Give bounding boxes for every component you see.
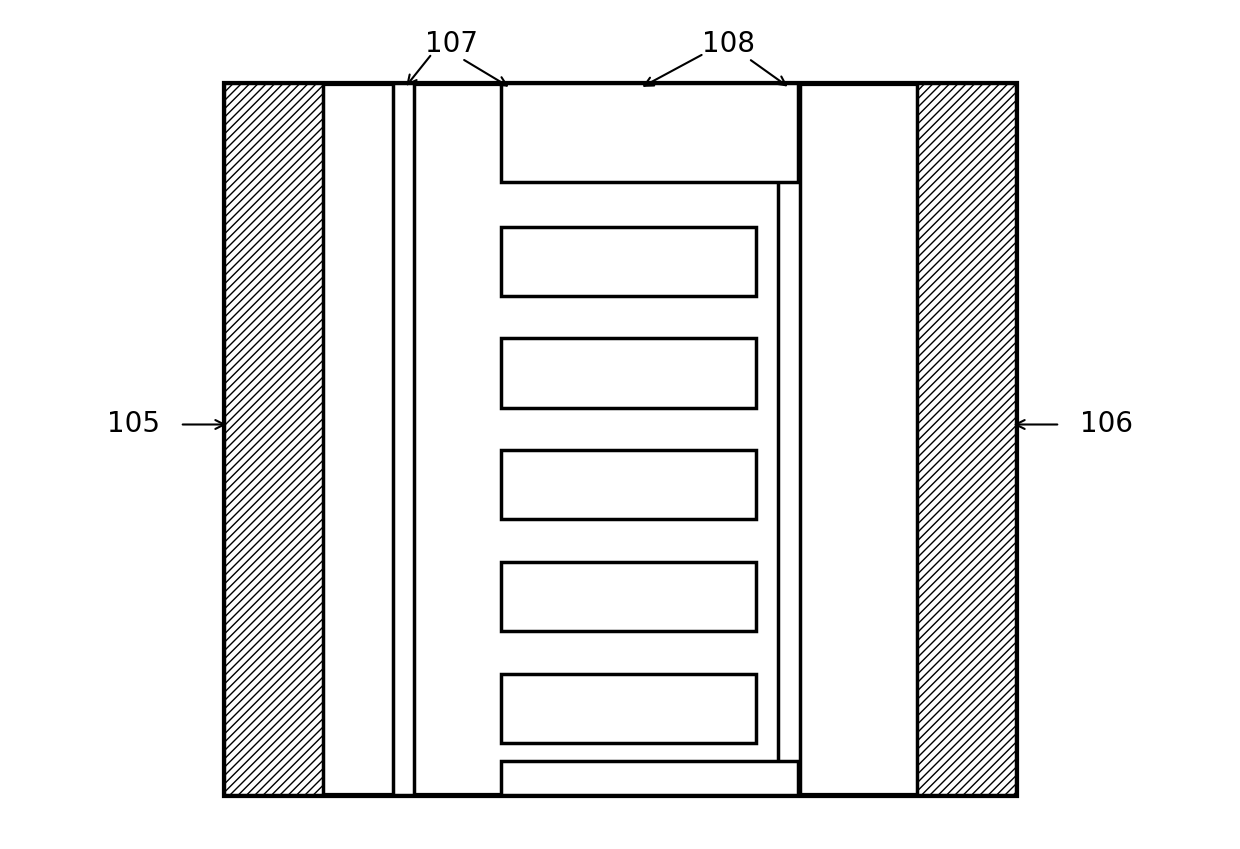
Bar [501,227,756,296]
Bar [393,83,414,796]
Text: 105: 105 [107,411,160,438]
Text: 106: 106 [1080,411,1133,438]
Bar [224,83,1016,796]
Bar [224,83,324,796]
Bar [916,83,1016,796]
Bar [501,674,756,743]
Bar [501,339,756,408]
Bar [779,83,800,796]
Bar [501,83,799,183]
Text: 108: 108 [702,30,755,58]
Bar [501,562,756,631]
Bar [501,761,799,796]
Bar [501,450,756,520]
Text: 107: 107 [425,30,479,58]
